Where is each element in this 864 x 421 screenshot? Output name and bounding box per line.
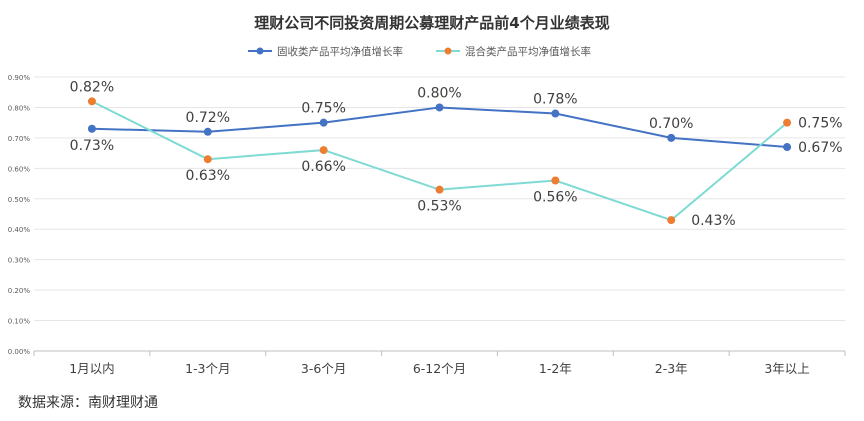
y-tick-label: 0.80% xyxy=(8,104,31,112)
data-point xyxy=(783,143,792,152)
data-label: 0.75% xyxy=(301,101,345,117)
y-tick-label: 0.50% xyxy=(8,196,31,204)
y-axis-gridlines xyxy=(34,76,845,352)
data-point xyxy=(551,176,560,185)
data-label: 0.78% xyxy=(533,92,577,108)
data-point xyxy=(783,118,792,127)
x-tick-label: 3年以上 xyxy=(764,361,809,376)
source-note: 数据来源：南财理财通 xyxy=(18,395,158,411)
data-point xyxy=(203,127,212,136)
y-tick-label: 0.70% xyxy=(8,135,31,143)
data-point xyxy=(551,109,560,118)
data-label: 0.43% xyxy=(691,213,735,229)
data-label: 0.70% xyxy=(649,116,693,132)
y-tick-label: 0.10% xyxy=(8,318,31,326)
x-tick-label: 6-12个月 xyxy=(413,361,466,376)
y-tick-label: 0.00% xyxy=(8,348,31,356)
data-label: 0.72% xyxy=(186,110,230,126)
y-tick-label: 0.40% xyxy=(8,226,31,234)
data-label: 0.73% xyxy=(70,138,114,154)
x-axis: 1月以内 1-3个月 3-6个月 6-12个月 1-2年 2-3年 3年以上 xyxy=(33,351,846,376)
data-label: 0.80% xyxy=(417,85,461,101)
y-tick-label: 0.60% xyxy=(8,165,31,173)
x-tick-label: 3-6个月 xyxy=(301,361,346,376)
data-point xyxy=(87,124,96,133)
legend-marker xyxy=(256,47,264,55)
data-label: 0.56% xyxy=(533,190,577,206)
data-point xyxy=(87,97,96,106)
data-point xyxy=(203,155,212,164)
data-labels: 0.73% 0.72% 0.75% 0.80% 0.78% 0.70% 0.67% 0.82%… xyxy=(70,79,843,229)
y-tick-label: 0.30% xyxy=(8,257,31,265)
legend-label: 固收类产品平均净值增长率 xyxy=(277,45,403,58)
x-tick-label: 1-3个月 xyxy=(185,361,230,376)
y-tick-label: 0.90% xyxy=(8,74,31,82)
data-label: 0.67% xyxy=(798,140,842,156)
legend-marker xyxy=(444,47,452,55)
data-point xyxy=(319,118,328,127)
data-label: 0.75% xyxy=(798,116,842,132)
data-label: 0.82% xyxy=(70,79,114,95)
x-tick-label: 1-2年 xyxy=(539,361,572,376)
data-point xyxy=(435,185,444,194)
legend-label: 混合类产品平均净值增长率 xyxy=(465,45,591,58)
x-tick-label: 1月以内 xyxy=(69,361,114,376)
data-label: 0.63% xyxy=(186,168,230,184)
data-point xyxy=(667,216,676,225)
legend: 固收类产品平均净值增长率 混合类产品平均净值增长率 xyxy=(248,45,591,58)
data-point xyxy=(435,103,444,112)
y-tick-label: 0.20% xyxy=(8,287,31,295)
x-tick-label: 2-3年 xyxy=(655,361,688,376)
data-point xyxy=(667,133,676,142)
series-group xyxy=(87,97,792,225)
chart-title: 理财公司不同投资周期公募理财产品前4个月业绩表现 xyxy=(254,14,609,32)
data-label: 0.66% xyxy=(301,159,345,175)
y-axis: 0.00% 0.10% 0.20% 0.30% 0.40% 0.50% 0.60% 0.70%… xyxy=(8,74,31,356)
data-label: 0.53% xyxy=(417,199,461,215)
data-point xyxy=(319,146,328,155)
